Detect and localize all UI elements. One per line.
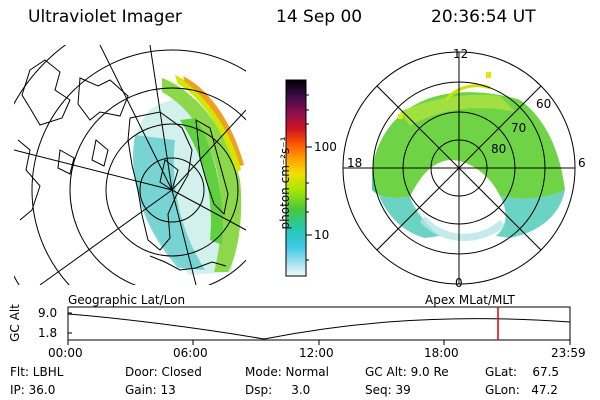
geographic-grid	[14, 45, 246, 285]
altitude-ytick-1-8: 1.8	[38, 326, 58, 340]
aurora-emission-left	[133, 75, 244, 275]
status-glat: GLat: 67.5	[485, 365, 560, 379]
altitude-plot-frame	[67, 306, 571, 341]
status-gc-alt: GC Alt: 9.0 Re	[365, 365, 449, 379]
mlat-label-80: 80	[491, 142, 507, 156]
mlt-label-18: 18	[347, 156, 363, 170]
magnetic-polar-plot	[372, 72, 565, 241]
status-glon: GLon: 47.2	[485, 383, 558, 397]
magnetic-panel-label: Apex MLat/MLT	[425, 293, 515, 307]
status-mode: Mode: Normal	[245, 365, 329, 379]
geographic-map	[14, 45, 246, 285]
altitude-xtick-0600: 06:00	[173, 346, 208, 360]
colorbar-tick-100: 100	[314, 140, 337, 154]
altitude-ylabel: GC Alt	[7, 304, 22, 342]
altitude-xtick-2359: 23:59	[551, 346, 586, 360]
altitude-curve	[67, 313, 571, 340]
colorbar	[285, 79, 307, 277]
altitude-ticks	[67, 312, 571, 345]
status-seq: Seq: 39	[365, 383, 411, 397]
mlt-label-0: 0	[455, 276, 463, 290]
altitude-xtick-1200: 12:00	[299, 346, 334, 360]
colorbar-ticks	[306, 94, 312, 261]
altitude-ytick-9: 9.0	[38, 306, 58, 320]
time-label: 20:36:54 UT	[431, 7, 536, 27]
status-dsp: Dsp: 3.0	[245, 383, 311, 397]
date-label: 14 Sep 00	[276, 7, 363, 27]
mlat-label-70: 70	[511, 121, 527, 135]
mlt-label-12: 12	[453, 47, 469, 61]
colorbar-unit-label: photon cm⁻²s⁻¹	[278, 136, 292, 230]
aurora-emission-right	[372, 72, 565, 241]
status-ip: IP: 36.0	[10, 383, 56, 397]
status-door: Door: Closed	[125, 365, 202, 379]
mlt-label-6: 6	[578, 156, 586, 170]
status-gain: Gain: 13	[125, 383, 176, 397]
altitude-xtick-0000: 00:00	[48, 346, 83, 360]
instrument-title: Ultraviolet Imager	[28, 7, 182, 27]
altitude-xtick-1800: 18:00	[424, 346, 459, 360]
mlat-label-60: 60	[536, 97, 552, 111]
colorbar-tick-10: 10	[314, 228, 330, 242]
magnetic-grid	[342, 51, 576, 285]
coastlines	[17, 59, 229, 271]
status-filter: Flt: LBHL	[10, 365, 64, 379]
geographic-panel-label: Geographic Lat/Lon	[68, 293, 186, 307]
